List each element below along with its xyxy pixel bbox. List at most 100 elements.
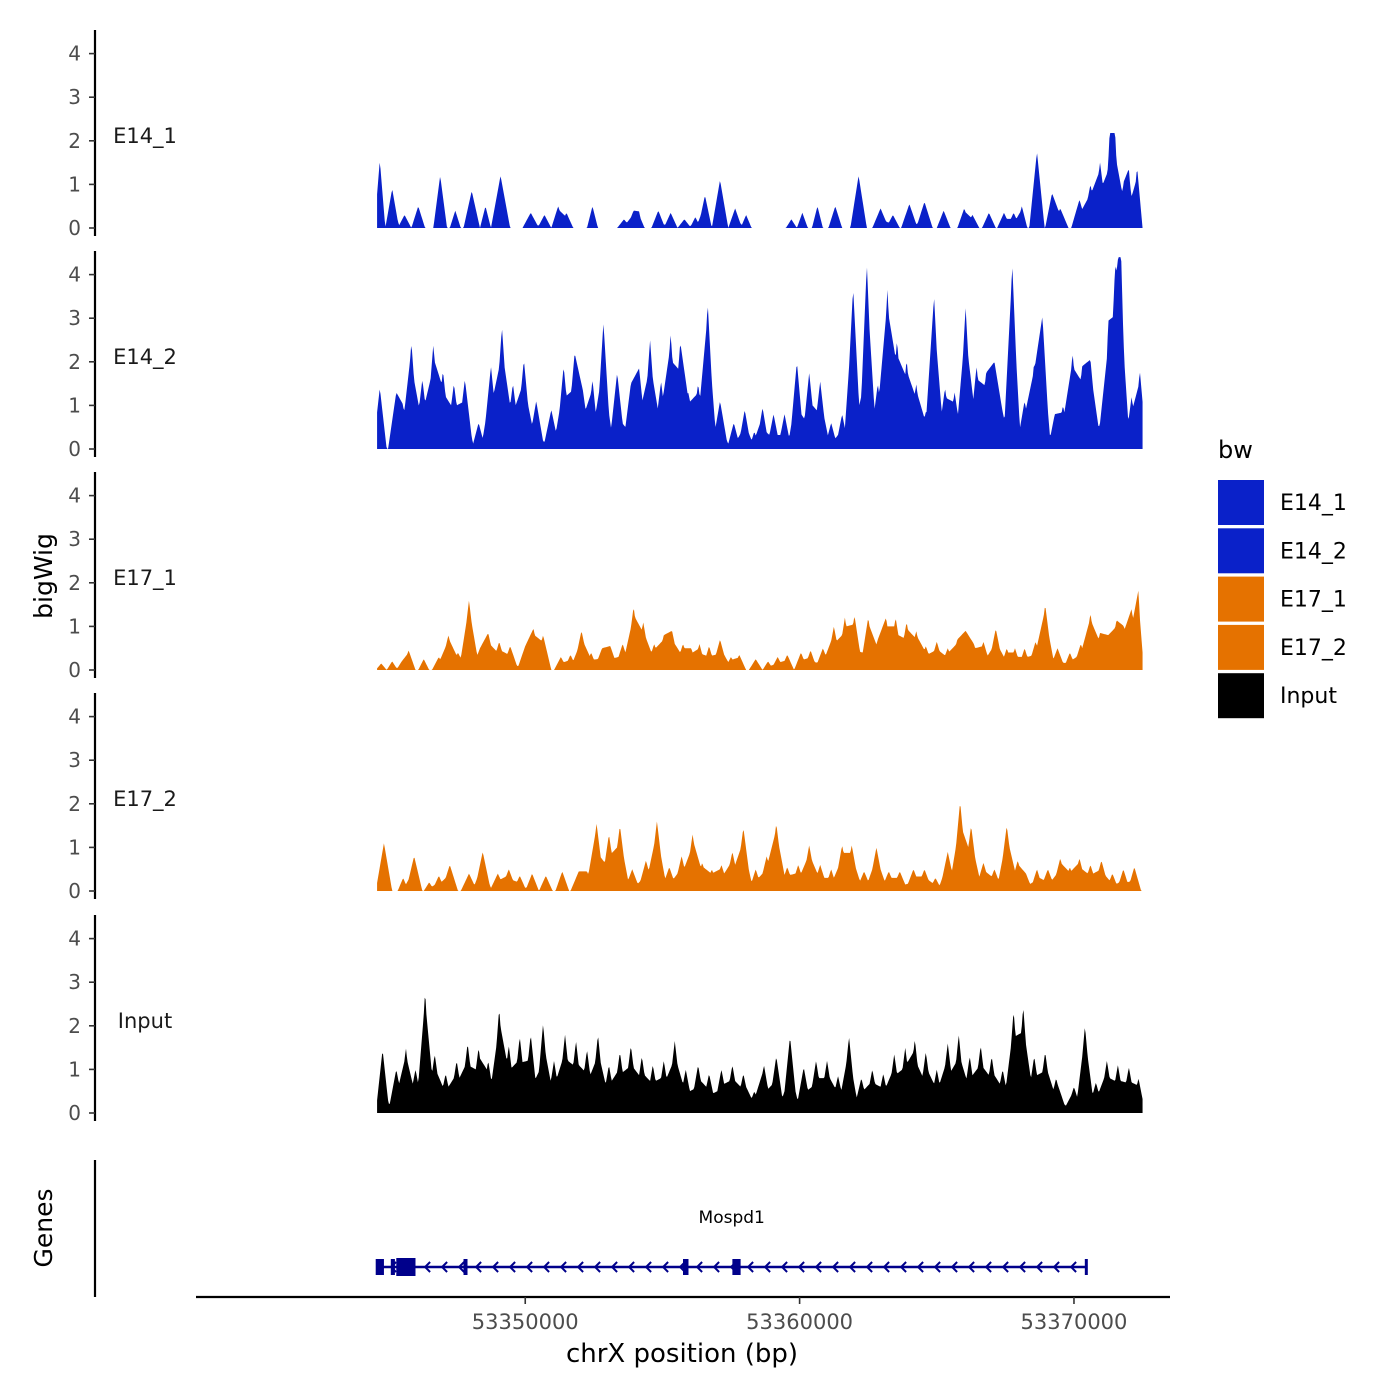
y-tick-label: 3 bbox=[68, 748, 81, 772]
y-tick-label: 3 bbox=[68, 306, 81, 330]
track-e17-2: 0 1 2 3 4 E17_2 bbox=[68, 693, 1143, 903]
legend-title: bw bbox=[1218, 436, 1253, 464]
signal-tracks: 0 1 2 3 4 E14_1 0 1 2 3 4 E14_2 0 1 2 3 4 E17_1 0 1 2 3 4 E17_2… bbox=[68, 30, 1143, 1125]
legend-label: E17_2 bbox=[1280, 636, 1347, 661]
strand-arrow-icon bbox=[797, 1261, 805, 1273]
genes-axis-title: Genes bbox=[29, 1188, 58, 1267]
strand-arrow-icon bbox=[916, 1261, 924, 1273]
strand-arrow-icon bbox=[491, 1261, 499, 1273]
y-tick-label: 2 bbox=[68, 571, 81, 595]
gene-name-label: Mospd1 bbox=[699, 1208, 765, 1228]
strand-arrow-icon bbox=[814, 1261, 822, 1273]
x-tick-label: 53370000 bbox=[1021, 1310, 1128, 1334]
gene-exon bbox=[396, 1258, 416, 1276]
y-tick-label: 1 bbox=[68, 172, 81, 196]
strand-arrow-icon bbox=[508, 1261, 516, 1273]
strand-arrow-icon bbox=[933, 1261, 941, 1273]
signal-area bbox=[377, 806, 1143, 891]
x-axis: 53350000 53360000 53370000 bbox=[196, 1295, 1170, 1334]
strand-arrow-icon bbox=[627, 1261, 635, 1273]
gene-exon bbox=[735, 1259, 741, 1275]
y-tick-label: 1 bbox=[68, 1057, 81, 1081]
track-label: E17_1 bbox=[113, 566, 177, 591]
signal-area bbox=[377, 590, 1143, 670]
y-tick-label: 3 bbox=[68, 970, 81, 994]
strand-arrow-icon bbox=[661, 1261, 669, 1273]
y-tick-label: 0 bbox=[68, 1101, 81, 1125]
legend-swatch bbox=[1218, 528, 1264, 574]
track-label: E14_1 bbox=[113, 124, 177, 149]
y-tick-label: 1 bbox=[68, 393, 81, 417]
y-tick-label: 1 bbox=[68, 614, 81, 638]
y-tick-label: 4 bbox=[68, 263, 81, 287]
strand-arrow-icon bbox=[831, 1261, 839, 1273]
track-label: E14_2 bbox=[113, 345, 177, 370]
gene-exon bbox=[463, 1259, 468, 1275]
signal-area bbox=[377, 997, 1143, 1113]
strand-arrow-icon bbox=[644, 1261, 652, 1273]
strand-arrow-icon bbox=[576, 1261, 584, 1273]
legend-swatch bbox=[1218, 624, 1264, 670]
strand-arrow-icon bbox=[610, 1261, 618, 1273]
strand-arrow-icon bbox=[1069, 1261, 1077, 1273]
gene-exon bbox=[375, 1259, 384, 1275]
legend-label: E17_1 bbox=[1280, 588, 1347, 613]
y-tick-label: 0 bbox=[68, 437, 81, 461]
y-tick-label: 0 bbox=[68, 216, 81, 240]
y-tick-label: 0 bbox=[68, 879, 81, 903]
strand-arrow-icon bbox=[593, 1261, 601, 1273]
y-tick-label: 4 bbox=[68, 42, 81, 66]
y-axis-title: bigWig bbox=[29, 533, 58, 619]
strand-arrow-icon bbox=[899, 1261, 907, 1273]
y-tick-label: 4 bbox=[68, 705, 81, 729]
legend-swatch bbox=[1218, 480, 1264, 525]
x-tick-label: 53360000 bbox=[746, 1310, 853, 1334]
strand-arrow-icon bbox=[1018, 1261, 1026, 1273]
legend-label: E14_2 bbox=[1280, 539, 1347, 564]
legend: bw E14_1 E14_2 E17_1 E17_2 Input bbox=[1218, 436, 1347, 719]
strand-arrow-icon bbox=[984, 1261, 992, 1273]
strand-arrow-icon bbox=[525, 1261, 533, 1273]
signal-area bbox=[377, 257, 1143, 449]
strand-arrow-icon bbox=[967, 1261, 975, 1273]
gene-exon bbox=[732, 1259, 737, 1275]
y-tick-label: 4 bbox=[68, 484, 81, 508]
legend-label: Input bbox=[1280, 684, 1337, 709]
y-tick-label: 2 bbox=[68, 129, 81, 153]
y-tick-label: 0 bbox=[68, 658, 81, 682]
y-tick-label: 3 bbox=[68, 527, 81, 551]
strand-arrow-icon bbox=[1052, 1261, 1060, 1273]
strand-arrow-icon bbox=[440, 1261, 448, 1273]
strand-arrow-icon bbox=[780, 1261, 788, 1273]
strand-arrow-icon bbox=[474, 1261, 482, 1273]
track-label: E17_2 bbox=[113, 787, 177, 812]
strand-arrow-icon bbox=[457, 1261, 465, 1273]
legend-swatch bbox=[1218, 576, 1264, 622]
legend-label: E14_1 bbox=[1280, 491, 1347, 516]
gene-exon bbox=[390, 1259, 395, 1275]
y-tick-label: 3 bbox=[68, 85, 81, 109]
y-tick-label: 2 bbox=[68, 1014, 81, 1038]
strand-arrow-icon bbox=[865, 1261, 873, 1273]
strand-arrow-icon bbox=[746, 1261, 754, 1273]
track-e14-1: 0 1 2 3 4 E14_1 bbox=[68, 30, 1143, 240]
y-tick-label: 2 bbox=[68, 350, 81, 374]
strand-arrow-icon bbox=[1035, 1261, 1043, 1273]
strand-arrow-icon bbox=[695, 1261, 703, 1273]
x-tick-label: 53350000 bbox=[472, 1310, 579, 1334]
strand-arrow-icon bbox=[950, 1261, 958, 1273]
y-tick-label: 2 bbox=[68, 792, 81, 816]
strand-arrow-icon bbox=[423, 1261, 431, 1273]
y-tick-label: 1 bbox=[68, 835, 81, 859]
strand-arrow-icon bbox=[559, 1261, 567, 1273]
track-input: 0 1 2 3 4 Input bbox=[68, 915, 1143, 1125]
gene-exon bbox=[683, 1259, 689, 1275]
strand-arrow-icon bbox=[882, 1261, 890, 1273]
strand-arrow-icon bbox=[712, 1261, 720, 1273]
strand-arrow-icon bbox=[542, 1261, 550, 1273]
gene-track: Mospd1 bbox=[93, 1160, 1088, 1297]
track-e17-1: 0 1 2 3 4 E17_1 bbox=[68, 472, 1143, 682]
legend-swatch bbox=[1218, 673, 1264, 719]
strand-arrow-icon bbox=[1001, 1261, 1009, 1273]
